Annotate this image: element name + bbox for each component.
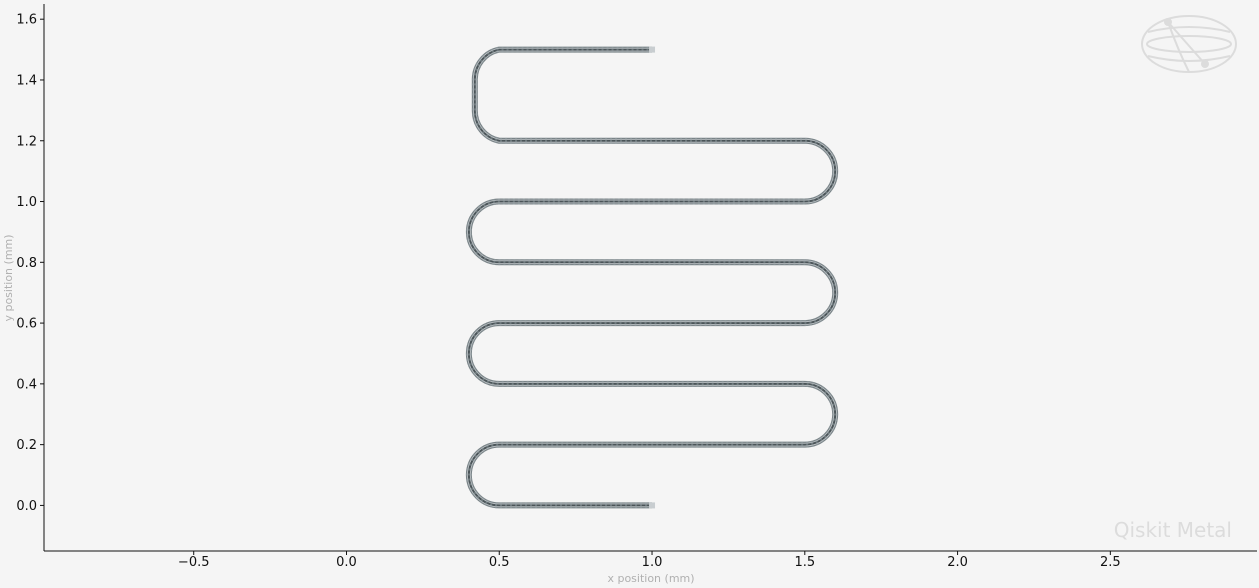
y-tick-label: 0.4 [16,377,37,392]
y-tick-label: 0.6 [16,317,37,332]
y-tick-label: 1.2 [16,134,37,149]
x-tick-label: 1.5 [794,555,815,570]
y-tick-label: 0.0 [16,499,37,514]
meander-trace [465,46,839,509]
trace-gap [467,47,837,508]
x-tick-label: −0.5 [178,555,210,570]
qiskit-logo-icon [1141,15,1237,73]
y-tick-label: 0.2 [16,438,37,453]
x-tick-label: 0.5 [489,555,510,570]
x-axis-label: x position (mm) [607,572,694,585]
y-tick-label: 0.8 [16,256,37,271]
y-tick-label: 1.0 [16,195,37,210]
pin-start [649,502,656,509]
x-tick-label: 1.0 [642,555,663,570]
x-tick-label: 0.0 [336,555,357,570]
trace-outline [465,46,839,509]
trace-center [467,48,837,507]
y-tick-label: 1.4 [16,73,37,88]
watermark-text: Qiskit Metal [1114,518,1232,542]
pin-end [649,46,656,53]
x-tick-label: 2.0 [947,555,968,570]
trace-dashed-edge [465,46,839,509]
y-axis-label: y position (mm) [2,234,15,321]
y-tick-label: 1.6 [16,13,37,28]
x-tick-label: 2.5 [1100,555,1121,570]
axes: −0.5 0.0 0.5 1.0 1.5 2.0 2.5 0.0 0.2 0.4 0.6 0.8 1.0… [16,4,1257,570]
